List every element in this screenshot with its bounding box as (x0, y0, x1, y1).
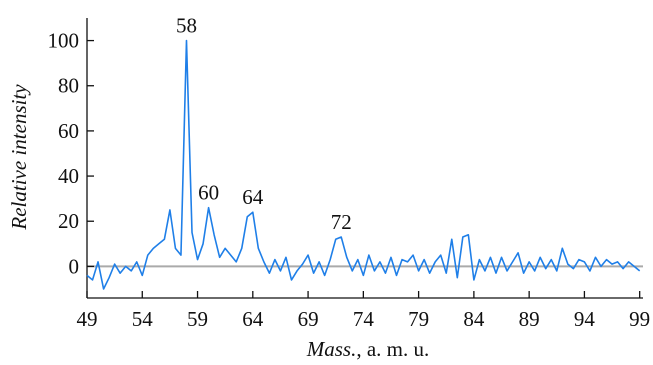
x-tick-label: 69 (298, 307, 319, 331)
x-tick-label: 59 (187, 307, 208, 331)
x-tick-label: 79 (408, 307, 429, 331)
y-tick-label: 20 (58, 209, 79, 233)
peak-label: 64 (242, 185, 264, 209)
spectrum-line (86, 39, 641, 290)
y-tick-label: 40 (58, 164, 79, 188)
peak-label: 60 (198, 181, 219, 205)
x-tick-label: 49 (77, 307, 98, 331)
peak-label: 58 (176, 14, 197, 38)
x-tick-label: 94 (574, 307, 596, 331)
peak-label: 72 (331, 210, 352, 234)
y-tick-label: 60 (58, 119, 79, 143)
x-tick-label: 64 (242, 307, 264, 331)
y-axis-label: Relative intensity (7, 84, 31, 231)
x-tick-label: 84 (463, 307, 485, 331)
x-axis-label: Mass., a. m. u. (306, 337, 430, 361)
y-tick-label: 80 (58, 74, 79, 98)
x-tick-label: 74 (353, 307, 375, 331)
y-tick-label: 100 (48, 29, 80, 53)
x-tick-label: 89 (519, 307, 540, 331)
x-axis-label-italic: Mass. (306, 337, 357, 361)
x-axis-label-unit: , a. m. u. (356, 337, 429, 361)
x-tick-label: 54 (132, 307, 154, 331)
x-tick-label: 99 (629, 307, 650, 331)
y-tick-label: 0 (69, 254, 80, 278)
